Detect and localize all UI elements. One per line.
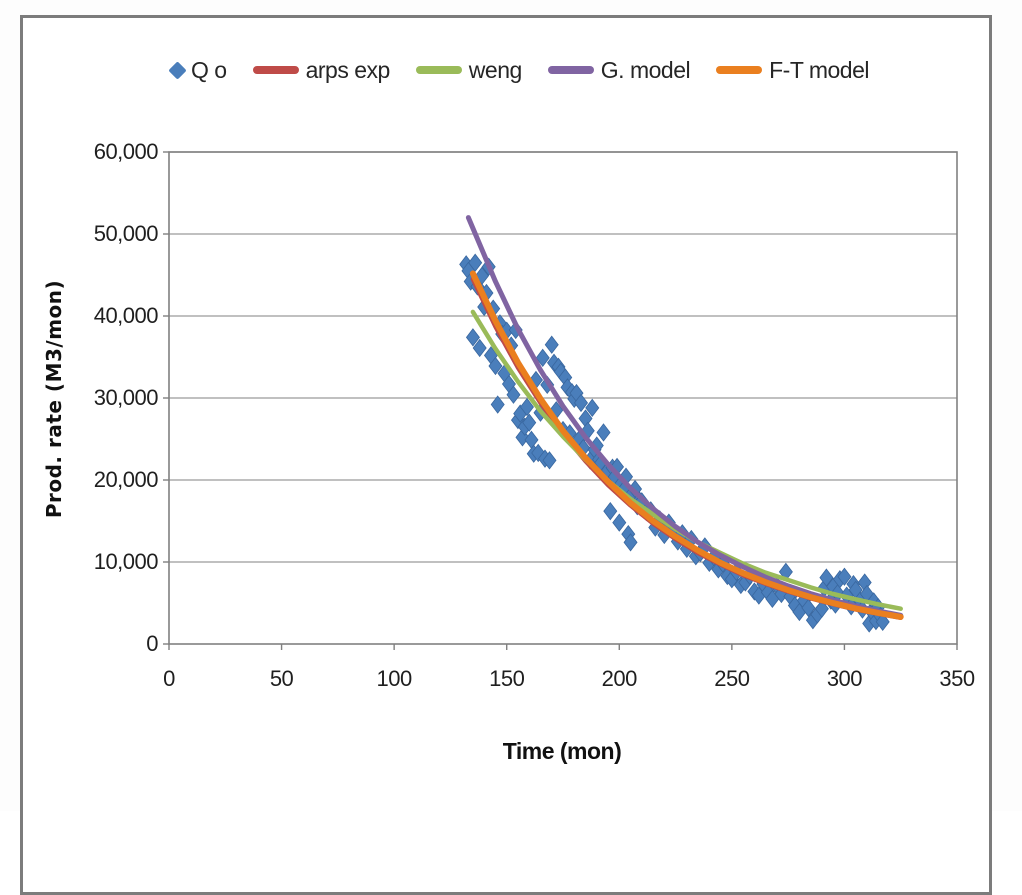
legend-label: G. model	[600, 56, 691, 83]
legend-label: weng	[468, 56, 522, 83]
scatter-point	[819, 568, 834, 587]
diamond-marker-icon	[168, 60, 187, 80]
scatter-point	[488, 356, 503, 376]
x-axis-title: Time (mon)	[502, 738, 622, 764]
legend-item-ft-model: F-T model	[716, 57, 869, 84]
line-marker-icon	[716, 66, 763, 74]
y-tick-label: 60,000	[93, 139, 159, 164]
legend-item-weng: weng	[415, 56, 522, 84]
scatter-point	[612, 513, 627, 532]
line-marker-icon	[415, 66, 462, 74]
line-marker-icon	[547, 66, 594, 74]
legend-item-g-model: G. model	[547, 56, 691, 84]
scatter-point	[623, 533, 638, 552]
scatter-point	[837, 567, 852, 586]
y-tick-label: 50,000	[93, 221, 159, 246]
y-tick-label: 0	[146, 631, 158, 656]
scatter-point	[472, 338, 487, 358]
scatter-point	[544, 335, 559, 354]
y-tick-label: 30,000	[93, 385, 159, 410]
scatter-point	[814, 599, 829, 618]
scatter-point	[524, 430, 539, 449]
axis-ticks	[163, 151, 958, 650]
scatter-point	[542, 451, 557, 470]
x-tick-label: 300	[826, 666, 863, 691]
series-line-g-model	[465, 215, 904, 618]
y-tick-label: 20,000	[93, 467, 159, 492]
scatter-point	[468, 253, 483, 272]
series-line-f-t-model	[469, 270, 904, 620]
legend-label: arps exp	[305, 56, 391, 83]
line-marker-icon	[252, 66, 299, 74]
scatter-point	[585, 398, 600, 417]
figure-border	[20, 15, 992, 895]
scatter-point	[574, 393, 589, 413]
scatter-point	[522, 413, 537, 432]
x-tick-label: 200	[601, 666, 638, 691]
x-tick-label: 50	[269, 666, 294, 691]
legend-item-qo: Q o	[168, 56, 227, 84]
scatter-point	[506, 385, 521, 404]
scatter-point	[465, 328, 480, 347]
legend-item-arps-exp: arps exp	[252, 56, 391, 84]
chart-legend: Q o arps exp weng G. model F-T model	[120, 52, 920, 88]
legend-label: Q o	[191, 56, 227, 83]
x-tick-label: 350	[939, 666, 975, 691]
x-tick-label: 250	[714, 666, 750, 691]
series-qo-scatter	[459, 253, 890, 633]
scatter-point	[490, 395, 505, 414]
x-tick-label: 100	[376, 666, 413, 691]
x-tick-label: 0	[163, 666, 175, 691]
plot-canvas	[163, 151, 958, 650]
scatter-point	[875, 612, 890, 632]
y-tick-label: 40,000	[93, 303, 159, 328]
scatter-point	[596, 423, 611, 442]
scatter-point	[519, 397, 534, 417]
y-tick-label: 10,000	[93, 549, 159, 574]
legend-label: F-T model	[769, 56, 869, 83]
scatter-point	[603, 502, 618, 521]
x-tick-label: 150	[489, 666, 525, 691]
gridlines	[169, 151, 957, 563]
chart-figure: Q o arps exp weng G. model F-T model Pro…	[20, 15, 992, 895]
scatter-point	[801, 598, 816, 618]
scatter-point	[535, 348, 550, 367]
